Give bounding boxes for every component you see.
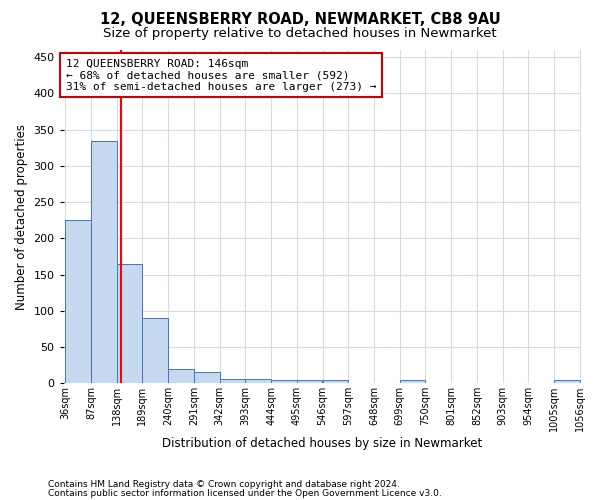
X-axis label: Distribution of detached houses by size in Newmarket: Distribution of detached houses by size …: [163, 437, 482, 450]
Text: 12, QUEENSBERRY ROAD, NEWMARKET, CB8 9AU: 12, QUEENSBERRY ROAD, NEWMARKET, CB8 9AU: [100, 12, 500, 28]
Text: Size of property relative to detached houses in Newmarket: Size of property relative to detached ho…: [103, 28, 497, 40]
Bar: [245, 379, 271, 384]
Bar: [297, 380, 322, 384]
Bar: [117, 264, 142, 384]
Y-axis label: Number of detached properties: Number of detached properties: [15, 124, 28, 310]
Bar: [194, 372, 220, 384]
Text: Contains HM Land Registry data © Crown copyright and database right 2024.: Contains HM Land Registry data © Crown c…: [48, 480, 400, 489]
Bar: [554, 380, 580, 384]
Bar: [400, 380, 425, 384]
Text: 12 QUEENSBERRY ROAD: 146sqm
← 68% of detached houses are smaller (592)
31% of se: 12 QUEENSBERRY ROAD: 146sqm ← 68% of det…: [66, 58, 376, 92]
Bar: [220, 379, 245, 384]
Bar: [271, 380, 297, 384]
Bar: [91, 140, 116, 384]
Bar: [65, 220, 91, 384]
Text: Contains public sector information licensed under the Open Government Licence v3: Contains public sector information licen…: [48, 490, 442, 498]
Bar: [142, 318, 168, 384]
Bar: [323, 380, 348, 384]
Bar: [168, 369, 194, 384]
